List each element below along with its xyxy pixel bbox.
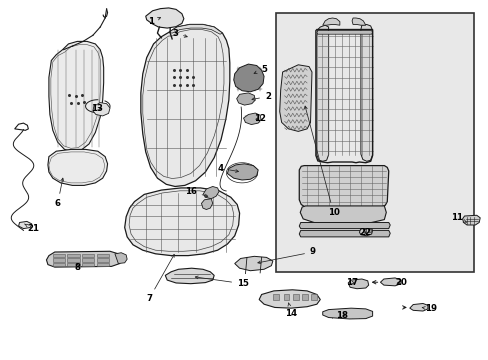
- Polygon shape: [141, 24, 229, 186]
- Polygon shape: [299, 230, 389, 237]
- Polygon shape: [360, 24, 372, 161]
- Polygon shape: [322, 308, 372, 319]
- Polygon shape: [53, 263, 65, 266]
- Polygon shape: [409, 303, 427, 311]
- Text: 14: 14: [285, 303, 296, 318]
- Polygon shape: [67, 254, 80, 257]
- Polygon shape: [19, 221, 32, 229]
- Polygon shape: [236, 93, 255, 105]
- Text: 5: 5: [254, 65, 266, 74]
- Polygon shape: [201, 199, 212, 210]
- Text: 12: 12: [254, 114, 265, 123]
- Polygon shape: [300, 206, 386, 224]
- Polygon shape: [283, 294, 289, 300]
- Polygon shape: [48, 149, 107, 185]
- Text: 10: 10: [304, 106, 339, 217]
- Polygon shape: [165, 268, 214, 284]
- Polygon shape: [293, 294, 299, 300]
- Polygon shape: [462, 215, 479, 225]
- Text: 18: 18: [336, 310, 347, 320]
- Polygon shape: [49, 41, 103, 152]
- Polygon shape: [362, 229, 366, 232]
- Polygon shape: [227, 164, 258, 180]
- Text: 9: 9: [257, 247, 315, 264]
- Polygon shape: [310, 294, 316, 300]
- Polygon shape: [322, 18, 339, 25]
- Polygon shape: [145, 8, 183, 28]
- Polygon shape: [93, 103, 110, 116]
- Polygon shape: [299, 166, 388, 208]
- Polygon shape: [97, 263, 109, 266]
- Polygon shape: [53, 254, 65, 257]
- Polygon shape: [82, 254, 94, 257]
- Polygon shape: [347, 279, 368, 289]
- Polygon shape: [203, 186, 219, 199]
- Text: 21: 21: [24, 224, 39, 233]
- Polygon shape: [97, 254, 109, 257]
- Text: 3: 3: [172, 29, 187, 37]
- Polygon shape: [234, 256, 272, 271]
- Polygon shape: [67, 258, 80, 262]
- Polygon shape: [67, 263, 80, 266]
- Text: 20: 20: [394, 278, 406, 287]
- Polygon shape: [380, 278, 400, 286]
- Text: 13: 13: [91, 104, 102, 113]
- Text: 4: 4: [218, 164, 238, 173]
- Polygon shape: [359, 229, 372, 236]
- Polygon shape: [233, 64, 264, 92]
- Bar: [276, 13, 473, 272]
- Polygon shape: [243, 113, 261, 125]
- Text: 6: 6: [55, 178, 63, 208]
- Polygon shape: [279, 65, 311, 131]
- Text: 19: 19: [421, 304, 436, 313]
- Text: 7: 7: [146, 255, 174, 303]
- Text: 17: 17: [346, 278, 357, 287]
- Polygon shape: [299, 222, 389, 229]
- Polygon shape: [82, 258, 94, 262]
- Polygon shape: [82, 263, 94, 266]
- Text: 1: 1: [147, 17, 160, 26]
- Polygon shape: [367, 229, 370, 232]
- Text: 2: 2: [251, 92, 270, 101]
- Polygon shape: [53, 258, 65, 262]
- Polygon shape: [302, 294, 307, 300]
- Text: 16: 16: [184, 187, 207, 197]
- Text: 11: 11: [450, 213, 466, 222]
- Polygon shape: [115, 253, 127, 264]
- Polygon shape: [46, 251, 121, 267]
- Polygon shape: [168, 24, 222, 34]
- Polygon shape: [259, 290, 320, 308]
- Text: 15: 15: [195, 276, 248, 288]
- Polygon shape: [351, 18, 365, 25]
- Polygon shape: [272, 294, 278, 300]
- Polygon shape: [316, 25, 328, 161]
- Text: 22: 22: [359, 228, 371, 237]
- Polygon shape: [316, 31, 372, 34]
- Polygon shape: [124, 188, 239, 256]
- Text: 8: 8: [74, 263, 80, 271]
- Polygon shape: [97, 258, 109, 262]
